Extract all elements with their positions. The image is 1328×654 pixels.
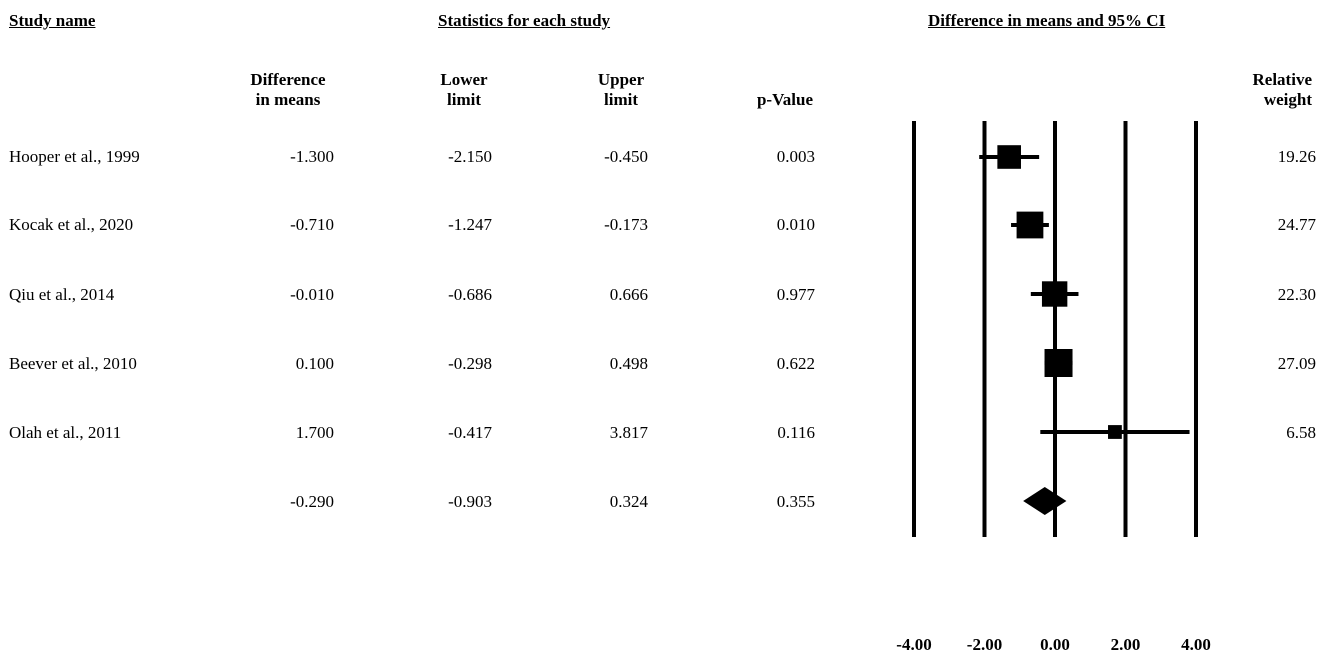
pvalue-value: 0.622 [776,354,815,373]
pvalue-value: 0.003 [776,147,815,166]
upper-header-line2: limit [604,90,638,109]
upper-value: 0.666 [609,285,648,304]
lower-header-line1: Lower [440,70,488,89]
weight-header-line1: Relative [1252,70,1312,89]
pvalue-value: 0.010 [776,215,815,234]
diff-header-line2: in means [255,90,321,109]
lower-value: -0.298 [448,354,492,373]
study-marker [1108,425,1122,439]
study-name: Qiu et al., 2014 [9,285,115,304]
study-name: Olah et al., 2011 [9,423,122,442]
summary-upper-value: 0.324 [609,492,648,511]
weight-header-line2: weight [1263,90,1312,109]
lower-column-header: Lower limit [424,70,504,110]
weight-value: 22.30 [1277,285,1316,304]
summary-pvalue-value: 0.355 [776,492,815,511]
upper-value: -0.450 [604,147,648,166]
summary-lower-value: -0.903 [448,492,492,511]
weight-value: 24.77 [1277,215,1316,234]
study-marker [1041,281,1068,307]
study-marker [1016,211,1044,239]
pvalue-value: 0.116 [777,423,815,442]
tick-label: 0.00 [1040,635,1070,654]
diff-value: -0.710 [290,215,334,234]
diff-value: 1.700 [295,423,334,442]
diff-value: -0.010 [290,285,334,304]
study-name: Kocak et al., 2020 [9,215,134,234]
study-marker [1044,349,1073,377]
study-name: Beever et al., 2010 [9,354,137,373]
summary-diff-value: -0.290 [290,492,334,511]
tick-label: -4.00 [896,635,931,654]
lower-value: -0.417 [448,423,492,442]
lower-value: -2.150 [448,147,492,166]
weight-value: 27.09 [1277,354,1316,373]
weight-value: 19.26 [1277,147,1316,166]
lower-value: -1.247 [448,215,492,234]
lower-header-line2: limit [447,90,481,109]
study-marker [997,145,1021,169]
diff-header-line1: Difference [250,70,326,89]
pvalue-value: 0.977 [776,285,815,304]
weight-column-header: Relative weight [1220,70,1312,110]
statistics-header: Statistics for each study [438,11,611,30]
upper-header-line1: Upper [597,70,645,89]
tick-label: -2.00 [967,635,1002,654]
upper-value: -0.173 [604,215,648,234]
study-name: Hooper et al., 1999 [9,147,140,166]
diff-column-header: Difference in means [238,70,338,110]
lower-value: -0.686 [448,285,492,304]
upper-column-header: Upper limit [581,70,661,110]
pooled-diamond [1023,487,1067,515]
diff-value: -1.300 [290,147,334,166]
upper-value: 3.817 [609,423,648,442]
ci-header: Difference in means and 95% CI [928,11,1166,30]
pvalue-column-header: p-Value [756,90,814,109]
study-name-header: Study name [9,11,96,30]
tick-label: 4.00 [1181,635,1211,654]
tick-label: 2.00 [1111,635,1141,654]
diff-value: 0.100 [295,354,334,373]
upper-value: 0.498 [609,354,648,373]
weight-value: 6.58 [1286,423,1316,442]
